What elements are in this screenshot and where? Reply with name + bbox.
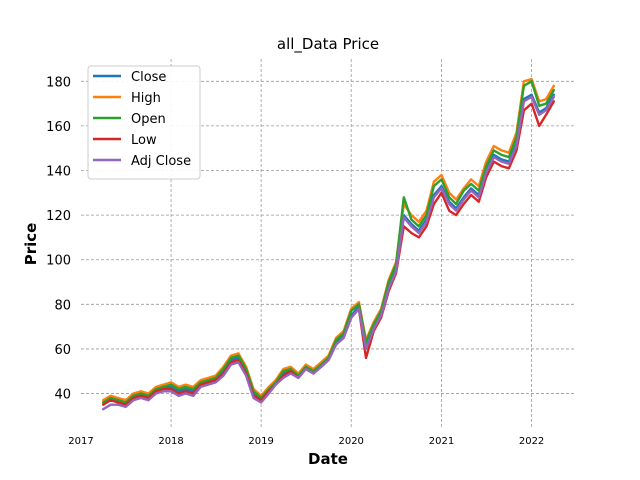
y-tick-label: 40: [54, 388, 71, 403]
y-tick-label: 80: [54, 298, 71, 313]
y-tick-label: 140: [46, 165, 71, 180]
chart-title: all_Data Price: [277, 35, 379, 54]
legend-label: Adj Close: [131, 154, 191, 169]
legend-label: Close: [131, 70, 166, 85]
y-tick-label: 160: [46, 120, 71, 135]
y-tick-label: 60: [54, 343, 71, 358]
legend: Close High Open Low Adj Close: [87, 65, 201, 180]
x-tick-label: 2019: [248, 436, 273, 447]
y-axis-ticks: 40 60 80 100 120 140 160 180: [46, 75, 71, 402]
y-axis-label: Price: [22, 223, 40, 266]
x-axis-ticks: 2017 2018 2019 2020 2021 2022: [68, 436, 544, 447]
y-tick-label: 100: [46, 254, 71, 269]
x-tick-label: 2021: [429, 436, 454, 447]
y-tick-label: 120: [46, 209, 71, 224]
x-tick-label: 2020: [338, 436, 363, 447]
series-line-adj-close: [101, 95, 555, 411]
legend-label: Low: [131, 133, 157, 148]
series-lines: [101, 77, 555, 411]
x-tick-label: 2018: [158, 436, 183, 447]
legend-label: Open: [131, 112, 166, 127]
legend-label: High: [131, 91, 161, 106]
x-axis-label: Date: [308, 450, 348, 468]
legend-box: [87, 65, 201, 180]
y-tick-label: 180: [46, 75, 71, 90]
x-tick-label: 2022: [519, 436, 544, 447]
x-tick-label: 2017: [68, 436, 93, 447]
